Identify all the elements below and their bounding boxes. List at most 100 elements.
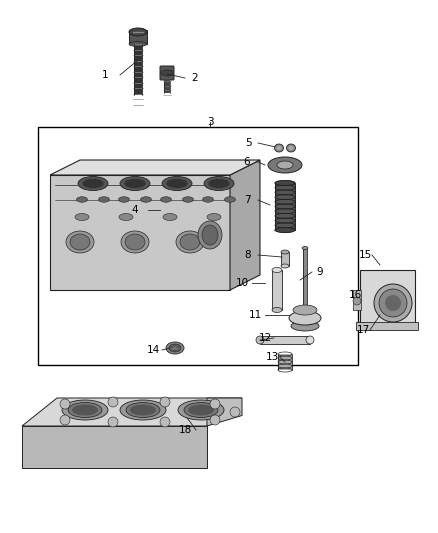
Ellipse shape — [225, 197, 236, 202]
Text: 18: 18 — [178, 425, 192, 435]
Ellipse shape — [129, 28, 147, 36]
Ellipse shape — [272, 268, 282, 272]
Polygon shape — [22, 426, 207, 468]
Circle shape — [60, 399, 70, 409]
Ellipse shape — [281, 264, 289, 268]
Ellipse shape — [183, 197, 194, 202]
Bar — [278, 354, 292, 370]
Ellipse shape — [289, 146, 293, 150]
Ellipse shape — [82, 179, 104, 189]
Ellipse shape — [281, 250, 289, 254]
Ellipse shape — [120, 400, 166, 420]
Text: 5: 5 — [245, 138, 251, 148]
Ellipse shape — [379, 289, 407, 317]
Bar — [272, 270, 282, 310]
Ellipse shape — [166, 179, 188, 189]
Ellipse shape — [184, 402, 218, 417]
Polygon shape — [207, 398, 242, 426]
Ellipse shape — [75, 214, 89, 221]
Text: 10: 10 — [236, 278, 248, 288]
Circle shape — [210, 399, 220, 409]
Bar — [134, 40, 142, 95]
Ellipse shape — [169, 344, 181, 352]
Ellipse shape — [166, 342, 184, 354]
Bar — [275, 183, 295, 230]
Circle shape — [160, 417, 170, 427]
Ellipse shape — [306, 336, 314, 344]
Ellipse shape — [121, 231, 149, 253]
Ellipse shape — [176, 231, 204, 253]
Polygon shape — [50, 175, 230, 290]
Ellipse shape — [162, 176, 192, 190]
Ellipse shape — [204, 176, 234, 190]
Ellipse shape — [78, 176, 108, 190]
Ellipse shape — [163, 214, 177, 221]
Ellipse shape — [99, 197, 110, 202]
Ellipse shape — [129, 42, 147, 46]
Circle shape — [108, 417, 118, 427]
Text: 11: 11 — [248, 310, 261, 320]
Ellipse shape — [374, 284, 412, 322]
Text: 6: 6 — [244, 157, 250, 167]
Ellipse shape — [286, 144, 296, 152]
Ellipse shape — [124, 179, 146, 189]
Ellipse shape — [302, 246, 308, 249]
Bar — [360, 270, 415, 325]
Text: 15: 15 — [358, 250, 371, 260]
Ellipse shape — [291, 321, 319, 331]
Ellipse shape — [272, 308, 282, 312]
Ellipse shape — [277, 161, 293, 169]
Ellipse shape — [275, 181, 295, 185]
Text: 1: 1 — [102, 70, 108, 80]
Bar — [281, 252, 289, 266]
Bar — [353, 290, 361, 310]
Circle shape — [230, 407, 240, 417]
Ellipse shape — [119, 197, 130, 202]
Ellipse shape — [70, 234, 90, 250]
Ellipse shape — [275, 228, 295, 232]
Ellipse shape — [289, 311, 321, 325]
Text: 3: 3 — [207, 117, 213, 127]
Ellipse shape — [77, 197, 88, 202]
Ellipse shape — [72, 405, 98, 416]
Circle shape — [210, 415, 220, 425]
Ellipse shape — [180, 234, 200, 250]
Ellipse shape — [66, 231, 94, 253]
Ellipse shape — [385, 295, 401, 311]
Ellipse shape — [202, 225, 218, 245]
Ellipse shape — [268, 157, 302, 173]
Ellipse shape — [293, 305, 317, 315]
Ellipse shape — [275, 144, 283, 152]
Ellipse shape — [188, 405, 214, 416]
Ellipse shape — [130, 405, 156, 416]
Bar — [303, 248, 307, 318]
Circle shape — [108, 397, 118, 407]
Ellipse shape — [208, 179, 230, 189]
Text: 17: 17 — [357, 325, 370, 335]
Text: 16: 16 — [348, 290, 362, 300]
Text: 4: 4 — [132, 205, 138, 215]
Ellipse shape — [68, 402, 102, 417]
Ellipse shape — [178, 400, 224, 420]
Text: 12: 12 — [258, 333, 272, 343]
Ellipse shape — [276, 146, 282, 150]
Text: 7: 7 — [244, 195, 250, 205]
Bar — [356, 322, 418, 330]
Text: 8: 8 — [245, 250, 251, 260]
Ellipse shape — [120, 176, 150, 190]
Ellipse shape — [161, 70, 173, 76]
Circle shape — [60, 415, 70, 425]
Circle shape — [353, 297, 361, 305]
Ellipse shape — [198, 221, 222, 249]
Ellipse shape — [126, 402, 160, 417]
FancyBboxPatch shape — [160, 66, 174, 80]
Circle shape — [160, 397, 170, 407]
Polygon shape — [230, 160, 260, 290]
Text: 14: 14 — [146, 345, 159, 355]
Polygon shape — [22, 398, 242, 426]
Ellipse shape — [160, 197, 172, 202]
Ellipse shape — [141, 197, 152, 202]
Ellipse shape — [202, 197, 213, 202]
Polygon shape — [50, 160, 260, 175]
Bar — [260, 336, 310, 344]
